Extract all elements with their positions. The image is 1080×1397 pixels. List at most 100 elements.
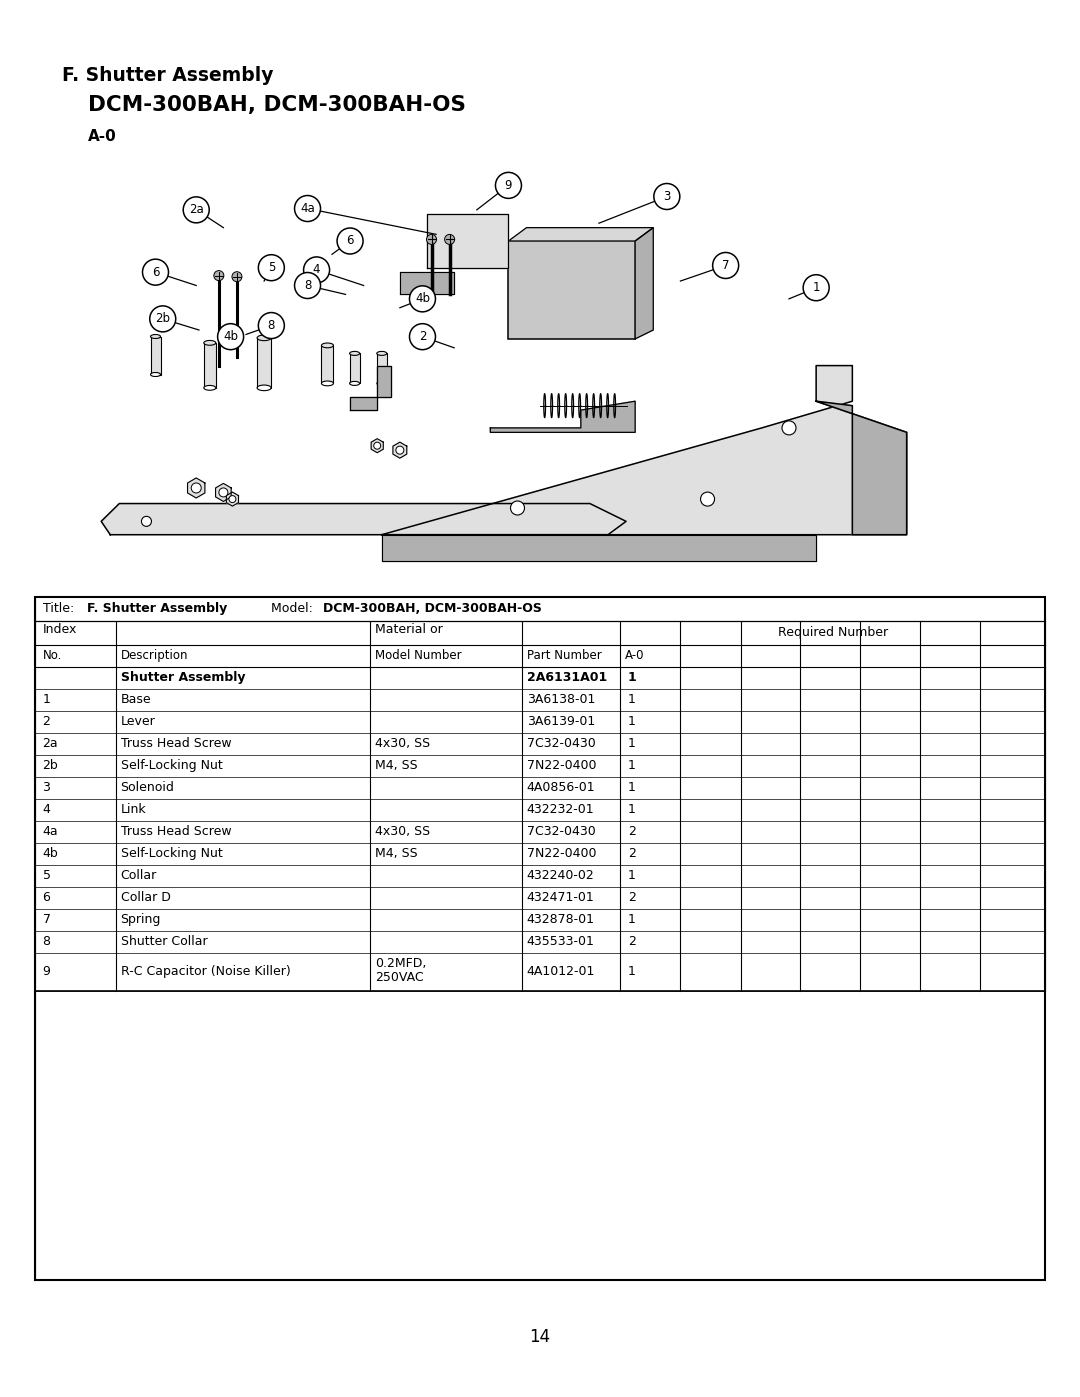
Text: 1: 1: [627, 781, 636, 793]
Text: 2: 2: [419, 330, 427, 344]
Circle shape: [409, 324, 435, 349]
Text: 9: 9: [42, 965, 51, 978]
Polygon shape: [635, 228, 653, 339]
Text: 432232-01: 432232-01: [527, 803, 594, 816]
Text: 2b: 2b: [42, 759, 58, 773]
Text: 2a: 2a: [42, 738, 58, 750]
Text: Base: Base: [121, 693, 151, 705]
Text: DCM-300BAH, DCM-300BAH-OS: DCM-300BAH, DCM-300BAH-OS: [87, 95, 465, 115]
Polygon shape: [509, 228, 653, 242]
Bar: [377, 353, 387, 383]
Text: 2A6131A01: 2A6131A01: [527, 671, 607, 685]
Bar: [509, 242, 635, 339]
Circle shape: [295, 196, 321, 222]
Text: A-0: A-0: [625, 650, 645, 662]
Polygon shape: [227, 492, 239, 506]
Text: 4x30, SS: 4x30, SS: [376, 826, 431, 838]
Text: 3: 3: [42, 781, 51, 793]
Text: 1: 1: [812, 281, 820, 295]
Text: 1: 1: [627, 671, 637, 685]
Text: Material or: Material or: [376, 623, 443, 636]
Polygon shape: [381, 366, 906, 535]
Text: 435533-01: 435533-01: [527, 935, 594, 949]
Ellipse shape: [150, 334, 161, 338]
Polygon shape: [427, 214, 509, 268]
Text: Title:: Title:: [42, 602, 78, 615]
Text: 4: 4: [313, 264, 321, 277]
Text: 1: 1: [627, 693, 636, 705]
Text: 1: 1: [627, 715, 636, 728]
Circle shape: [374, 443, 381, 450]
Text: 2: 2: [42, 715, 51, 728]
Text: Lever: Lever: [121, 715, 156, 728]
Text: Collar: Collar: [121, 869, 157, 882]
Text: Collar D: Collar D: [121, 891, 171, 904]
Ellipse shape: [257, 386, 271, 391]
Polygon shape: [393, 441, 407, 458]
Text: Required Number: Required Number: [778, 626, 888, 638]
Circle shape: [804, 275, 829, 300]
Ellipse shape: [322, 381, 334, 386]
Polygon shape: [816, 401, 906, 535]
Bar: [204, 342, 216, 388]
Text: 2: 2: [627, 891, 636, 904]
Text: 0.2MFD,: 0.2MFD,: [376, 957, 427, 970]
Ellipse shape: [257, 335, 271, 341]
Text: R-C Capacitor (Noise Killer): R-C Capacitor (Noise Killer): [121, 965, 291, 978]
Text: 250VAC: 250VAC: [376, 971, 424, 983]
Circle shape: [295, 272, 321, 299]
Circle shape: [511, 502, 525, 515]
Text: 2: 2: [627, 847, 636, 861]
Text: 7C32-0430: 7C32-0430: [527, 738, 595, 750]
Circle shape: [232, 271, 242, 282]
Polygon shape: [216, 483, 231, 502]
Bar: [150, 337, 161, 374]
Text: Part Number: Part Number: [527, 650, 602, 662]
Text: 4: 4: [42, 803, 51, 816]
Text: 4b: 4b: [415, 292, 430, 306]
Text: 8: 8: [303, 279, 311, 292]
Bar: [257, 338, 271, 388]
Text: 4a: 4a: [42, 826, 58, 838]
Text: 5: 5: [42, 869, 51, 882]
Text: M4, SS: M4, SS: [376, 759, 418, 773]
Text: Truss Head Screw: Truss Head Screw: [121, 738, 231, 750]
Circle shape: [258, 313, 284, 338]
Text: 7: 7: [721, 258, 729, 272]
Bar: [350, 353, 360, 383]
Text: 1: 1: [42, 693, 51, 705]
Ellipse shape: [150, 373, 161, 377]
Text: 9: 9: [504, 179, 512, 191]
Circle shape: [496, 172, 522, 198]
Text: 4x30, SS: 4x30, SS: [376, 738, 431, 750]
Ellipse shape: [350, 381, 360, 386]
Text: 14: 14: [529, 1329, 551, 1345]
Circle shape: [184, 197, 210, 224]
Circle shape: [229, 496, 235, 503]
Circle shape: [258, 254, 284, 281]
Text: 7N22-0400: 7N22-0400: [527, 759, 596, 773]
Text: Spring: Spring: [121, 914, 161, 926]
Text: 1: 1: [627, 803, 636, 816]
Bar: [35, 597, 1045, 1280]
Circle shape: [713, 253, 739, 278]
Text: 1: 1: [627, 869, 636, 882]
Text: 6: 6: [42, 891, 51, 904]
Text: 4a: 4a: [300, 203, 315, 215]
Ellipse shape: [204, 386, 216, 390]
Polygon shape: [400, 272, 455, 295]
Text: 1: 1: [627, 914, 636, 926]
Text: Self-Locking Nut: Self-Locking Nut: [121, 759, 222, 773]
Text: Index: Index: [42, 623, 77, 636]
Text: Shutter Collar: Shutter Collar: [121, 935, 207, 949]
Text: 2b: 2b: [156, 313, 171, 326]
Circle shape: [219, 488, 228, 497]
Circle shape: [191, 483, 201, 493]
Circle shape: [143, 260, 168, 285]
Circle shape: [150, 306, 176, 332]
Ellipse shape: [204, 341, 216, 345]
Text: Model:: Model:: [255, 602, 316, 615]
Text: M4, SS: M4, SS: [376, 847, 418, 861]
Bar: [322, 345, 334, 383]
Circle shape: [396, 446, 404, 454]
